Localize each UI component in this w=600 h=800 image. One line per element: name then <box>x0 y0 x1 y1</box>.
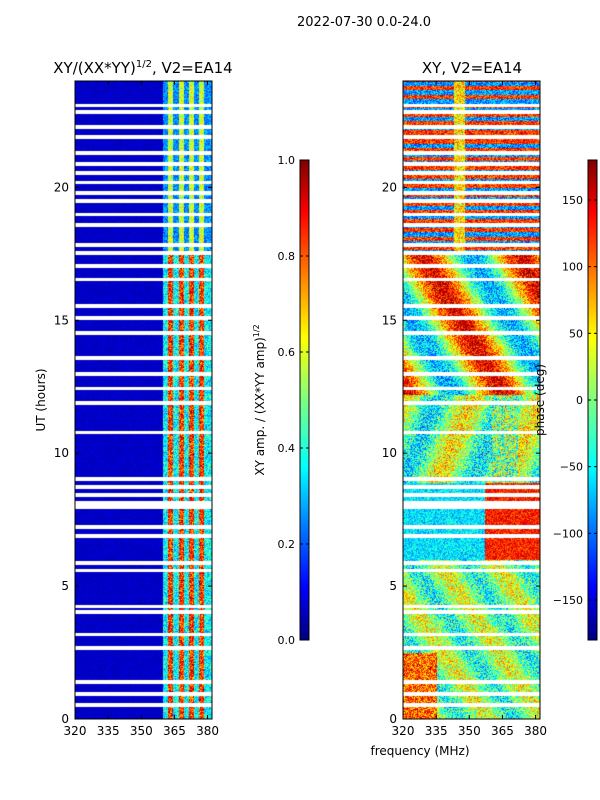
left-title-sup: 1/2 <box>136 59 152 70</box>
left-colorbar-tick-label: 0.8 <box>278 250 296 263</box>
left-colorbar-tick-label: 0.6 <box>278 346 296 359</box>
left-xtick-label: 380 <box>196 724 219 738</box>
right-ytick-label: 0 <box>389 712 397 726</box>
right-colorbar-tick-label: 150 <box>562 194 583 207</box>
left-xtick-label: 350 <box>130 724 153 738</box>
phase-heatmap <box>403 81 540 719</box>
right-ytick-label: 20 <box>382 180 397 194</box>
left-colorbar-tick-label: 0.4 <box>278 442 296 455</box>
right-xtick-label: 320 <box>392 724 415 738</box>
left-cbar-label-base: XY amp. / (XX*YY amp) <box>253 337 267 475</box>
amplitude-heatmap <box>75 81 212 719</box>
right-xtick-label: 335 <box>425 724 448 738</box>
right-colorbar-tick-label: 100 <box>562 261 583 274</box>
left-panel-title: XY/(XX*YY)1/2, V2=EA14 <box>53 59 232 77</box>
left-colorbar-tick-label: 0.2 <box>278 538 296 551</box>
left-colorbar-frame <box>299 159 310 641</box>
left-axes-frame <box>74 80 213 720</box>
right-panel-title: XY, V2=EA14 <box>422 59 522 77</box>
left-colorbar-area <box>300 160 309 640</box>
right-colorbar <box>588 160 597 640</box>
right-ytick-label: 10 <box>382 446 397 460</box>
right-xtick-label: 380 <box>524 724 547 738</box>
x-axis-label: frequency (MHz) <box>370 744 469 758</box>
right-xtick-label: 365 <box>491 724 514 738</box>
left-xtick-label: 320 <box>64 724 87 738</box>
left-xtick-label: 365 <box>163 724 186 738</box>
left-colorbar-label: XY amp. / (XX*YY amp)1/2 <box>252 324 267 475</box>
right-colorbar-tick-label: 0 <box>576 394 583 407</box>
right-colorbar-tick-label: 50 <box>569 327 583 340</box>
left-xtick-label: 335 <box>97 724 120 738</box>
left-heatmap-area <box>75 81 212 719</box>
right-xtick-label: 350 <box>458 724 481 738</box>
axis-ticks: 320 335 350 365 380 0 5 10 15 20 320 335 350 365 380 0 5… <box>54 81 597 738</box>
left-ytick-label: 15 <box>54 313 69 327</box>
y-axis-label: UT (hours) <box>34 368 48 431</box>
left-title-tail: , V2=EA14 <box>152 59 233 77</box>
right-colorbar-area <box>588 160 597 640</box>
right-colorbar-label: phase (deg) <box>533 364 547 436</box>
figure-suptitle: 2022-07-30 0.0-24.0 <box>297 15 431 30</box>
right-axes-frame <box>402 80 541 720</box>
left-cbar-label-sup: 1/2 <box>252 324 261 337</box>
left-ytick-label: 5 <box>61 579 69 593</box>
left-colorbar <box>300 160 309 640</box>
right-heatmap-area <box>403 81 540 719</box>
right-ytick-label: 5 <box>389 579 397 593</box>
left-title-base: XY/(XX*YY) <box>53 59 136 77</box>
left-colorbar-tick-label: 1.0 <box>278 154 296 167</box>
left-ytick-label: 20 <box>54 180 69 194</box>
left-ytick-label: 10 <box>54 446 69 460</box>
right-colorbar-tick-label: −50 <box>560 461 583 474</box>
right-colorbar-tick-label: −150 <box>553 594 583 607</box>
right-ytick-label: 15 <box>382 313 397 327</box>
left-ytick-label: 0 <box>61 712 69 726</box>
right-colorbar-tick-label: −100 <box>553 527 583 540</box>
left-colorbar-tick-label: 0.0 <box>278 634 296 647</box>
